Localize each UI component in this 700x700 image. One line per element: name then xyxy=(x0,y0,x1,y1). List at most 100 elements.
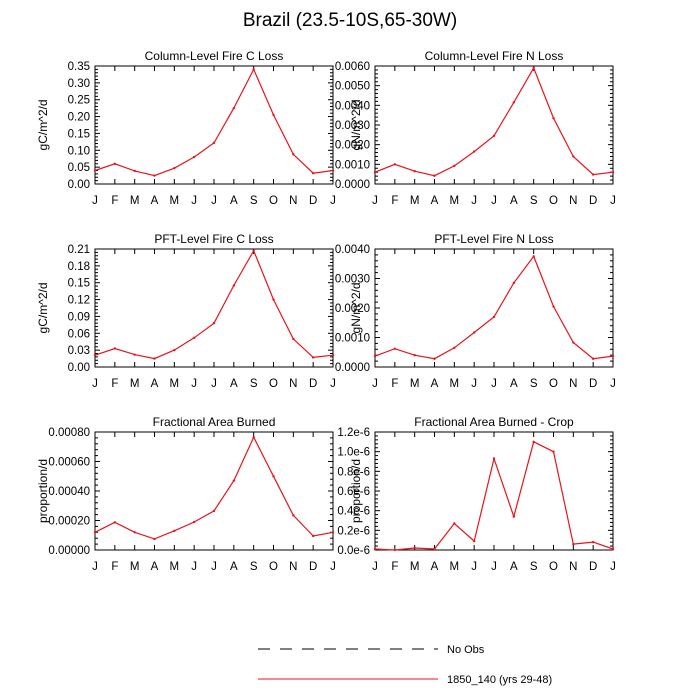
data-point xyxy=(512,515,516,518)
data-point xyxy=(192,336,196,339)
plot-frame xyxy=(374,65,614,185)
x-tick-label: J xyxy=(211,561,217,573)
legend-label: No Obs xyxy=(447,644,485,656)
data-point xyxy=(472,539,476,543)
data-point xyxy=(413,170,416,173)
y-tick-label: 0.0e-6 xyxy=(337,545,370,557)
data-point xyxy=(433,357,436,360)
panel-title: PFT-Level Fire N Loss xyxy=(434,232,553,246)
data-point xyxy=(272,113,275,117)
y-tick-label: 0.06 xyxy=(68,328,90,340)
y-axis-label: gC/m^2/d xyxy=(36,283,50,334)
data-point xyxy=(552,116,555,120)
y-tick-label: 0.15 xyxy=(68,128,90,140)
x-tick-label: D xyxy=(589,561,597,573)
y-tick-label: 0.2e-6 xyxy=(337,525,370,537)
x-tick-label: M xyxy=(130,195,140,207)
data-point xyxy=(292,337,295,341)
x-tick-label: J xyxy=(610,561,616,573)
y-tick-label: 0.0010 xyxy=(335,159,370,171)
panel-title: Fractional Area Burned - Crop xyxy=(414,415,574,429)
x-tick-label: S xyxy=(530,561,538,573)
data-point xyxy=(212,321,216,325)
data-point xyxy=(591,357,595,360)
data-point xyxy=(153,174,156,177)
panel-title: Fractional Area Burned xyxy=(153,415,276,429)
x-tick-label: J xyxy=(610,378,616,390)
data-point xyxy=(173,348,176,352)
y-tick-label: 0.0050 xyxy=(335,81,370,93)
x-tick-label: A xyxy=(431,561,439,573)
y-tick-label: 0.00040 xyxy=(48,486,90,498)
data-point xyxy=(292,153,295,156)
x-tick-label: F xyxy=(111,561,118,573)
x-tick-label: N xyxy=(289,561,297,573)
data-point xyxy=(572,542,575,546)
data-point xyxy=(373,547,377,551)
data-point xyxy=(93,531,97,534)
series-line xyxy=(374,255,614,360)
data-point xyxy=(532,440,535,444)
data-point xyxy=(133,169,136,173)
x-tick-label: S xyxy=(250,378,258,390)
x-tick-label: A xyxy=(230,378,238,390)
x-tick-label: J xyxy=(372,195,378,207)
series-line xyxy=(374,66,614,177)
data-point xyxy=(133,353,136,356)
y-tick-label: 0.0040 xyxy=(335,244,370,256)
x-tick-label: N xyxy=(569,561,577,573)
data-point xyxy=(552,305,555,308)
y-tick-label: 0.12 xyxy=(68,295,90,307)
x-tick-label: M xyxy=(410,195,420,207)
y-tick-label: 0.0030 xyxy=(335,120,370,132)
data-point xyxy=(413,354,416,357)
data-point xyxy=(393,163,397,166)
x-tick-label: J xyxy=(92,378,98,390)
data-point xyxy=(252,435,255,439)
y-tick-label: 0.15 xyxy=(68,278,90,290)
y-tick-label: 0.8e-6 xyxy=(337,466,370,478)
chart-panel-1: Column-Level Fire C Loss gC/m^2/d 0.00 0.05… xyxy=(36,49,336,207)
plot-frame xyxy=(94,431,334,551)
y-tick-label: 1.0e-6 xyxy=(337,447,370,459)
chart-panel-5: Fractional Area Burned proportion/d 0.0000… xyxy=(36,415,336,573)
x-tick-label: O xyxy=(549,195,558,207)
x-tick-label: N xyxy=(569,378,577,390)
y-tick-label: 0.0030 xyxy=(335,274,370,286)
x-tick-label: O xyxy=(269,378,278,390)
y-tick-label: 0.35 xyxy=(68,61,90,73)
y-axis-label: proportion/d xyxy=(349,459,363,523)
data-point xyxy=(311,534,315,538)
series-line xyxy=(94,68,334,177)
y-tick-label: 0.18 xyxy=(68,261,90,273)
data-point xyxy=(472,150,476,153)
y-tick-label: 0.6e-6 xyxy=(337,486,370,498)
data-point xyxy=(373,171,377,174)
x-tick-label: M xyxy=(170,378,180,390)
data-point xyxy=(433,174,436,177)
x-tick-label: J xyxy=(191,195,197,207)
data-point xyxy=(232,479,236,482)
x-tick-label: F xyxy=(111,195,118,207)
y-tick-label: 0.0020 xyxy=(335,303,370,315)
data-point xyxy=(532,255,535,258)
x-tick-label: O xyxy=(269,561,278,573)
y-axis-label: proportion/d xyxy=(36,459,50,523)
y-tick-label: 0.00000 xyxy=(48,545,90,557)
data-point xyxy=(93,354,97,357)
x-tick-label: M xyxy=(130,561,140,573)
x-tick-label: J xyxy=(372,561,378,573)
data-point xyxy=(292,514,295,517)
data-point xyxy=(572,341,575,344)
x-tick-label: A xyxy=(230,561,238,573)
y-tick-label: 0.21 xyxy=(68,244,90,256)
y-tick-label: 0.0060 xyxy=(335,61,370,73)
x-tick-label: O xyxy=(269,195,278,207)
x-tick-label: M xyxy=(170,195,180,207)
x-tick-label: A xyxy=(151,561,159,573)
data-point xyxy=(492,134,496,138)
data-point xyxy=(173,166,176,170)
data-point xyxy=(611,547,615,551)
y-tick-label: 0.00080 xyxy=(48,427,90,439)
x-tick-label: J xyxy=(191,561,197,573)
